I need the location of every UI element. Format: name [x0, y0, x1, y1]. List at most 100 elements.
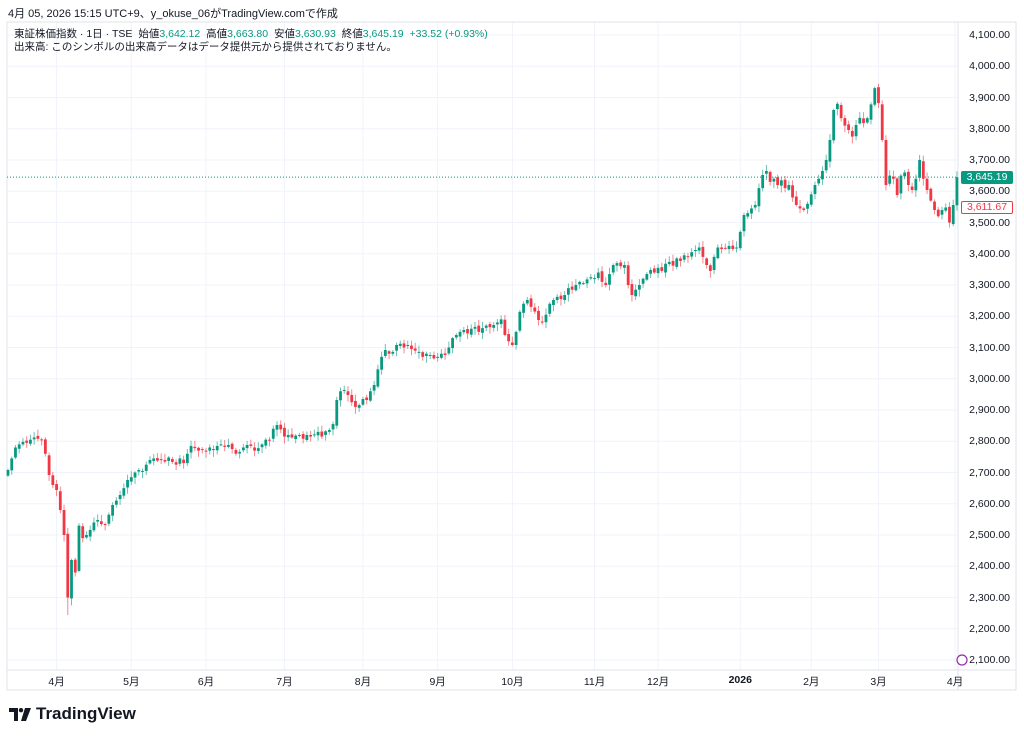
candle-body	[103, 524, 107, 526]
candle	[234, 447, 238, 456]
candle	[611, 263, 615, 276]
x-tick-label: 4月	[48, 676, 65, 688]
candle-body	[910, 186, 914, 190]
candle-body	[828, 140, 832, 162]
candle-body	[301, 434, 305, 439]
candle	[529, 294, 533, 313]
candle	[581, 281, 585, 285]
high-label: 高値	[206, 28, 228, 40]
candle-body	[249, 444, 253, 446]
candle	[634, 284, 638, 300]
tradingview-logo[interactable]: TradingView	[9, 704, 136, 724]
candle-body	[570, 286, 574, 290]
candle-body	[626, 265, 630, 285]
candle-body	[862, 118, 865, 124]
candle	[716, 244, 720, 260]
candle	[473, 321, 477, 335]
candle	[746, 210, 750, 220]
candle-body	[212, 449, 215, 451]
candle-body	[716, 247, 720, 259]
candle	[331, 421, 335, 436]
x-tick-label: 11月	[583, 676, 606, 688]
candle	[410, 340, 413, 356]
candle-body	[499, 319, 503, 325]
candle-body	[312, 434, 316, 436]
candle-body	[936, 209, 940, 217]
candle	[36, 429, 40, 442]
candle-body	[238, 451, 242, 454]
candle	[294, 434, 298, 444]
candle-body	[283, 427, 286, 437]
candle-body	[809, 194, 813, 205]
candle-body	[888, 175, 892, 184]
candle	[652, 265, 656, 275]
candle	[264, 437, 268, 449]
candle	[787, 180, 791, 191]
candle	[40, 437, 44, 446]
candle-body	[234, 450, 238, 454]
candle-body	[380, 356, 383, 370]
candle	[309, 430, 313, 442]
candle-body	[376, 369, 380, 387]
symbol-legend: 東証株価指数 · 1日 · TSE 始値3,642.12 高値3,663.80 …	[14, 28, 491, 54]
candle-body	[522, 303, 525, 313]
candle-body	[354, 400, 357, 407]
candle	[223, 440, 227, 452]
candle	[301, 431, 305, 444]
candle-body	[406, 345, 410, 346]
candle-body	[600, 271, 604, 282]
candle-body	[469, 328, 473, 335]
candle-body	[417, 351, 421, 353]
candle	[253, 442, 256, 457]
candle	[77, 523, 81, 573]
candle-body	[189, 445, 193, 453]
candle-body	[439, 353, 443, 358]
candle-body	[488, 324, 492, 328]
candle-body	[137, 470, 141, 472]
candle	[279, 420, 283, 434]
candle-body	[608, 274, 611, 285]
candle	[645, 272, 649, 281]
candle	[249, 439, 253, 449]
candle	[914, 174, 918, 197]
candle	[903, 170, 907, 180]
candle	[608, 267, 611, 291]
candle-body	[735, 247, 738, 249]
candle	[626, 261, 630, 289]
candle-body	[398, 343, 402, 346]
candle-body	[391, 351, 395, 354]
candle-body	[29, 439, 32, 444]
y-tick-label: 2,200.00	[969, 622, 1010, 635]
candle	[742, 212, 746, 237]
candle	[544, 308, 548, 329]
candle	[286, 429, 290, 442]
candle-body	[869, 104, 873, 120]
candle	[694, 245, 697, 257]
candle	[877, 83, 880, 109]
candle-body	[182, 459, 185, 464]
candle	[163, 453, 167, 464]
candle-body	[327, 430, 331, 432]
candle-body	[395, 345, 398, 351]
symbol-title[interactable]: 東証株価指数 · 1日 · TSE	[14, 28, 133, 40]
candle-body	[697, 247, 701, 251]
candle-body	[215, 445, 219, 451]
candle	[320, 425, 324, 440]
candle	[522, 301, 525, 318]
candle	[821, 166, 824, 185]
candle-body	[111, 505, 115, 516]
candle	[615, 260, 619, 272]
candle	[929, 187, 933, 202]
candle-body	[466, 329, 469, 334]
candle-body	[241, 447, 245, 451]
candle-body	[839, 105, 843, 119]
candle	[705, 257, 709, 269]
ohlc-row: 東証株価指数 · 1日 · TSE 始値3,642.12 高値3,663.80 …	[14, 28, 491, 41]
candle-body	[507, 334, 511, 342]
candle	[817, 174, 821, 186]
candle	[428, 352, 432, 360]
y-tick-label: 3,300.00	[969, 279, 1010, 291]
candle-body	[167, 457, 171, 461]
event-marker-icon[interactable]	[956, 654, 968, 666]
